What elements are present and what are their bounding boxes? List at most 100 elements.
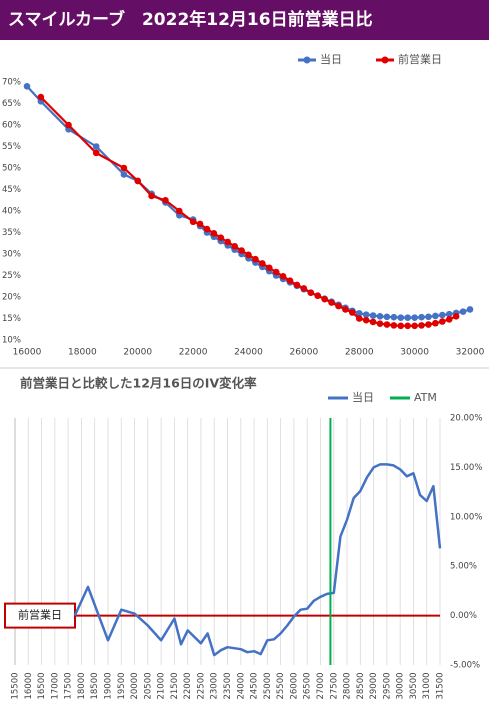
marker <box>466 306 474 313</box>
marker <box>362 311 370 318</box>
legend-label: 当日 <box>320 52 342 66</box>
series-line <box>26 85 471 319</box>
x-tick-label: 29000 <box>369 672 379 699</box>
marker <box>411 314 418 321</box>
marker <box>120 164 128 172</box>
marker <box>404 322 412 330</box>
x-tick-label: 19000 <box>103 672 113 699</box>
legend-marker <box>303 56 311 64</box>
marker <box>362 316 370 324</box>
marker <box>432 312 439 320</box>
x-tick-label: 19500 <box>117 672 127 699</box>
x-tick-label: 25500 <box>276 672 286 699</box>
marker <box>404 314 412 321</box>
x-tick-label: 21000 <box>157 672 167 699</box>
x-tick-label: 22000 <box>179 348 208 358</box>
marker <box>265 264 273 272</box>
x-tick-label: 18000 <box>68 348 97 358</box>
x-tick-label: 16500 <box>37 672 47 699</box>
marker <box>439 318 446 325</box>
marker <box>134 177 142 185</box>
marker <box>383 321 391 328</box>
marker <box>300 285 308 292</box>
marker <box>397 314 405 321</box>
x-tick-label: 26500 <box>303 672 313 699</box>
x-tick-label: 16000 <box>24 672 34 699</box>
x-tick-label: 26000 <box>290 348 319 358</box>
marker <box>355 315 363 322</box>
marker <box>224 238 232 246</box>
marker <box>328 299 335 306</box>
y-tick-label: 65% <box>2 99 21 109</box>
marker <box>252 255 259 263</box>
marker <box>217 234 225 241</box>
marker <box>210 230 218 237</box>
marker <box>452 313 460 320</box>
chart-title: 前営業日と比較した12月16日のIV変化率 <box>20 376 257 391</box>
x-tick-label: 16000 <box>13 348 42 358</box>
y-tick-label: 15% <box>2 314 21 324</box>
x-tick-label: 27000 <box>316 672 326 699</box>
marker <box>383 313 391 321</box>
x-tick-label: 21500 <box>170 672 180 699</box>
x-tick-label: 22500 <box>196 672 206 699</box>
marker <box>37 93 45 101</box>
marker <box>65 121 72 129</box>
series-line <box>73 463 442 657</box>
marker <box>259 260 266 267</box>
y2-tick-label: 0.00% <box>450 611 477 621</box>
y2-tick-label: 5.00% <box>450 562 477 572</box>
marker <box>203 225 211 233</box>
marker <box>418 313 425 321</box>
marker <box>321 295 328 303</box>
marker <box>189 218 197 226</box>
marker <box>148 192 155 200</box>
marker <box>355 310 363 317</box>
y-tick-label: 30% <box>2 250 21 260</box>
x-tick-label: 18000 <box>77 672 87 699</box>
legend-label: 当日 <box>352 390 374 404</box>
marker <box>425 313 432 321</box>
x-tick-label: 30000 <box>400 348 429 358</box>
x-tick-label: 17000 <box>50 672 60 699</box>
x-tick-label: 24000 <box>234 348 263 358</box>
marker <box>376 313 384 320</box>
x-tick-label: 24500 <box>250 672 260 699</box>
chart-title: スマイルカーブ 2022年12月16日前営業日比 <box>8 9 373 30</box>
series-line <box>40 96 457 327</box>
marker <box>196 220 204 228</box>
annotation-box <box>4 602 76 629</box>
x-tick-label: 20000 <box>130 672 140 699</box>
annotation: 前営業日 <box>18 608 62 622</box>
marker <box>272 268 280 276</box>
y-tick-label: 40% <box>2 207 21 217</box>
marker <box>369 318 377 326</box>
x-tick-label: 20500 <box>143 672 153 699</box>
marker <box>432 319 439 327</box>
y-tick-label: 20% <box>2 293 21 303</box>
x-tick-label: 20000 <box>123 348 152 358</box>
y-tick-label: 35% <box>2 228 21 238</box>
marker <box>120 171 128 178</box>
x-tick-label: 15500 <box>11 672 21 699</box>
y-tick-label: 60% <box>2 121 21 131</box>
y2-tick-label: 15.00% <box>450 463 482 473</box>
marker <box>439 311 446 319</box>
x-tick-label: 23000 <box>210 672 220 699</box>
x-tick-label: 28000 <box>345 348 374 358</box>
y2-tick-label: 10.00% <box>450 512 482 522</box>
marker <box>92 143 100 150</box>
x-tick-label: 23500 <box>223 672 233 699</box>
y2-tick-label: 20.00% <box>450 414 482 424</box>
x-tick-label: 22000 <box>183 672 193 699</box>
marker <box>369 312 377 319</box>
marker <box>397 322 405 330</box>
marker <box>238 247 245 254</box>
y-tick-label: 55% <box>2 142 21 152</box>
marker <box>175 207 183 215</box>
y-tick-label: 45% <box>2 185 21 195</box>
y-tick-label: 50% <box>2 164 21 174</box>
y-tick-label: 25% <box>2 271 21 281</box>
x-tick-label: 30000 <box>396 672 406 699</box>
marker <box>92 149 100 157</box>
